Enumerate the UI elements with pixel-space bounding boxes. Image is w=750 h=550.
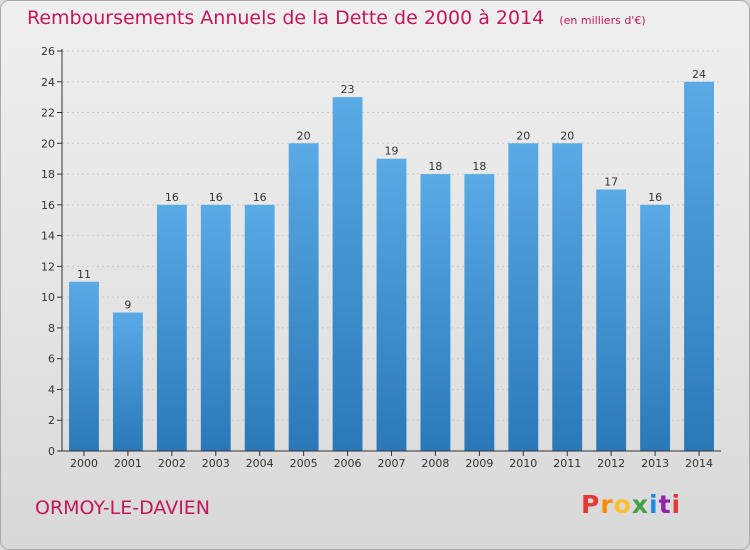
chart-subtitle: (en milliers d'€) — [559, 14, 646, 27]
y-tick-label: 22 — [41, 107, 55, 120]
data-label: 9 — [124, 299, 131, 312]
data-label: 11 — [77, 268, 91, 281]
x-tick-label: 2012 — [597, 457, 625, 470]
bar — [508, 143, 539, 452]
data-label: 20 — [516, 129, 530, 142]
x-tick-label: 2011 — [553, 457, 581, 470]
bar — [244, 204, 275, 451]
brand-letter: i — [649, 490, 659, 519]
y-tick-label: 26 — [41, 45, 55, 58]
x-tick-label: 2004 — [246, 457, 274, 470]
data-label: 24 — [692, 68, 706, 81]
data-label: 18 — [428, 160, 442, 173]
y-tick-label: 16 — [41, 199, 55, 212]
y-tick-label: 4 — [48, 383, 55, 396]
bar — [376, 158, 407, 451]
bar — [596, 189, 627, 451]
bar — [420, 174, 451, 452]
x-tick-label: 2001 — [114, 457, 142, 470]
y-tick-label: 6 — [48, 353, 55, 366]
data-label: 16 — [165, 191, 179, 204]
x-tick-label: 2010 — [509, 457, 537, 470]
x-tick-label: 2006 — [334, 457, 362, 470]
x-tick-label: 2014 — [685, 457, 713, 470]
bar — [464, 174, 495, 452]
x-tick-label: 2008 — [421, 457, 449, 470]
y-tick-label: 14 — [41, 230, 55, 243]
y-tick-label: 18 — [41, 168, 55, 181]
data-label: 19 — [385, 145, 399, 158]
bar — [684, 81, 714, 452]
brand-letter: t — [658, 490, 672, 519]
y-tick-label: 12 — [41, 260, 55, 273]
data-label: 16 — [209, 191, 223, 204]
data-label: 23 — [341, 83, 355, 96]
bar — [552, 143, 583, 452]
y-tick-label: 0 — [48, 445, 55, 458]
data-label: 20 — [297, 129, 311, 142]
labels: 0246810121416182022242611200092001162002… — [41, 45, 713, 470]
x-tick-label: 2007 — [378, 457, 406, 470]
data-label: 20 — [560, 129, 574, 142]
brand-letter: o — [613, 490, 632, 519]
data-label: 16 — [648, 191, 662, 204]
brand-letter: x — [631, 490, 649, 519]
bar — [69, 281, 99, 451]
x-tick-label: 2013 — [641, 457, 669, 470]
bar — [156, 204, 187, 451]
x-tick-label: 2009 — [465, 457, 493, 470]
data-label: 16 — [253, 191, 267, 204]
data-label: 18 — [472, 160, 486, 173]
bar — [200, 204, 231, 451]
x-tick-label: 2002 — [158, 457, 186, 470]
y-tick-label: 24 — [41, 76, 55, 89]
brand-letter: r — [600, 490, 614, 519]
y-tick-label: 2 — [48, 414, 55, 427]
chart-title: Remboursements Annuels de la Dette de 20… — [27, 7, 545, 29]
y-tick-label: 20 — [41, 137, 55, 150]
proxiti-logo[interactable]: Proxiti — [581, 490, 681, 519]
bar — [112, 312, 143, 451]
bars — [69, 81, 714, 452]
brand-letter: P — [581, 490, 601, 519]
brand-letter: i — [671, 490, 682, 519]
x-tick-label: 2005 — [290, 457, 318, 470]
data-label: 17 — [604, 175, 618, 188]
y-tick-label: 10 — [41, 291, 55, 304]
x-tick-label: 2003 — [202, 457, 230, 470]
bar — [332, 97, 363, 452]
x-tick-label: 2000 — [70, 457, 98, 470]
axes — [57, 49, 721, 456]
commune-name: ORMOY-LE-DAVIEN — [35, 497, 211, 519]
title-row: Remboursements Annuels de la Dette de 20… — [27, 7, 646, 29]
y-tick-label: 8 — [48, 322, 55, 335]
bar — [640, 204, 671, 451]
bar — [288, 143, 319, 452]
